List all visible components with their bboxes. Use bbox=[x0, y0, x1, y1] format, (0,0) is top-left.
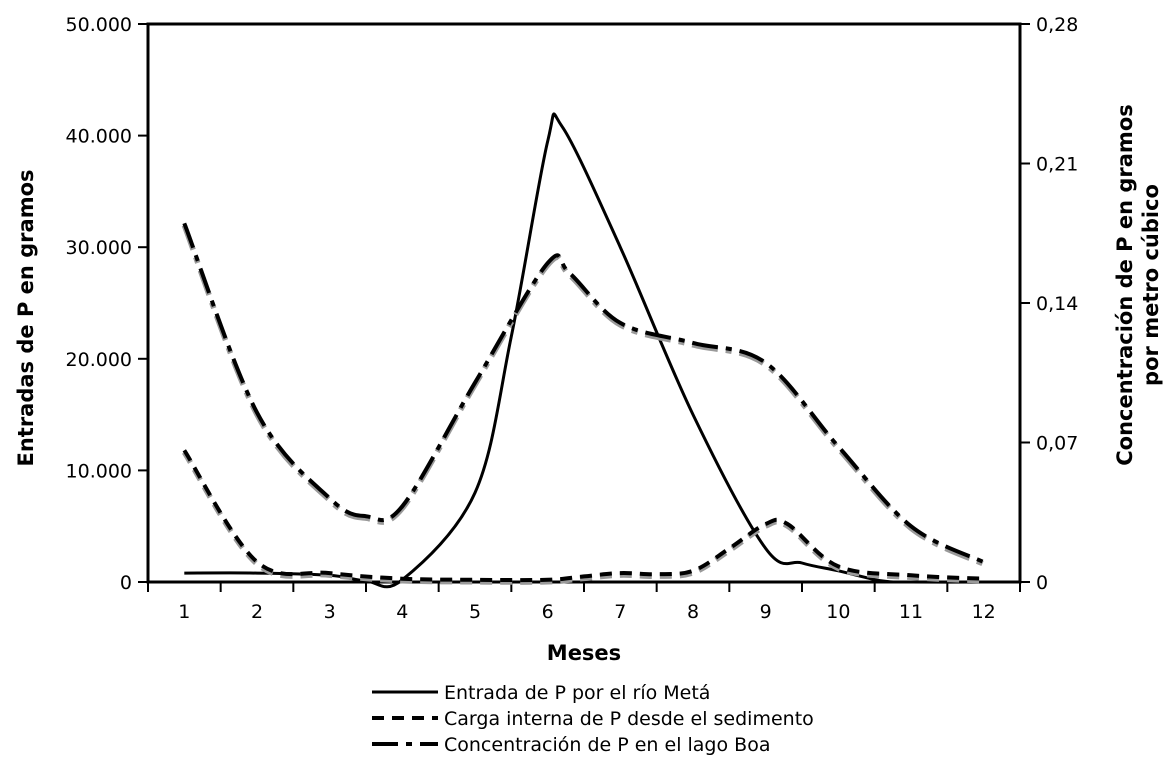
y-right-tick-label: 0 bbox=[1036, 572, 1048, 594]
plot-frame bbox=[146, 22, 1022, 584]
y-left-tick-label: 50.000 bbox=[66, 14, 132, 36]
y-ticks-left: 0 10.000 20.000 30.000 40.000 50.000 bbox=[66, 14, 148, 594]
x-tick-label: 6 bbox=[542, 601, 554, 623]
x-tick-label: 1 bbox=[178, 601, 190, 623]
legend-label-3: Concentración de P en el lago Boa bbox=[444, 734, 770, 756]
y-axis-right-title-line1: Concentración de P en gramos bbox=[1113, 104, 1137, 466]
y-right-tick-label: 0,14 bbox=[1036, 293, 1078, 315]
series-line-3 bbox=[182, 222, 985, 564]
y-left-tick-label: 10.000 bbox=[66, 460, 132, 482]
x-tick-label: 8 bbox=[687, 601, 699, 623]
series-line-2 bbox=[182, 449, 984, 583]
y-axis-left-title: Entradas de P en gramos bbox=[14, 169, 38, 466]
legend-label-2: Carga interna de P desde el sedimento bbox=[444, 708, 814, 730]
x-ticks: 1 2 3 4 5 6 7 8 9 10 11 12 bbox=[147, 582, 1021, 623]
y-right-tick-label: 0,28 bbox=[1036, 14, 1078, 36]
x-axis-title: Meses bbox=[547, 641, 621, 665]
x-tick-label: 2 bbox=[251, 601, 263, 623]
y-left-tick-label: 40.000 bbox=[66, 126, 132, 148]
legend: Entrada de P por el río Metá Carga intern… bbox=[372, 682, 814, 756]
y-right-tick-label: 0,07 bbox=[1036, 433, 1078, 455]
series-line-1 bbox=[184, 112, 984, 589]
legend-label-1: Entrada de P por el río Metá bbox=[444, 682, 710, 704]
x-tick-label: 9 bbox=[760, 601, 772, 623]
y-left-tick-label: 30.000 bbox=[66, 237, 132, 259]
y-ticks-right: 0 0,07 0,14 0,21 0,28 bbox=[1020, 14, 1078, 594]
y-left-tick-label: 20.000 bbox=[66, 349, 132, 371]
x-tick-label: 10 bbox=[826, 601, 850, 623]
x-tick-label: 3 bbox=[324, 601, 336, 623]
x-tick-label: 11 bbox=[899, 601, 923, 623]
y-axis-right-title-line2: por metro cúbico bbox=[1139, 184, 1163, 386]
y-right-tick-label: 0,21 bbox=[1036, 154, 1078, 176]
series-layer bbox=[181, 112, 985, 589]
x-tick-label: 12 bbox=[972, 601, 996, 623]
y-left-tick-label: 0 bbox=[120, 572, 132, 594]
x-tick-label: 5 bbox=[469, 601, 481, 623]
plot-area bbox=[146, 22, 1022, 584]
x-tick-label: 7 bbox=[614, 601, 626, 623]
series-line-shadow bbox=[181, 450, 984, 585]
series-line-shadow bbox=[181, 224, 985, 567]
x-tick-label: 4 bbox=[396, 601, 408, 623]
